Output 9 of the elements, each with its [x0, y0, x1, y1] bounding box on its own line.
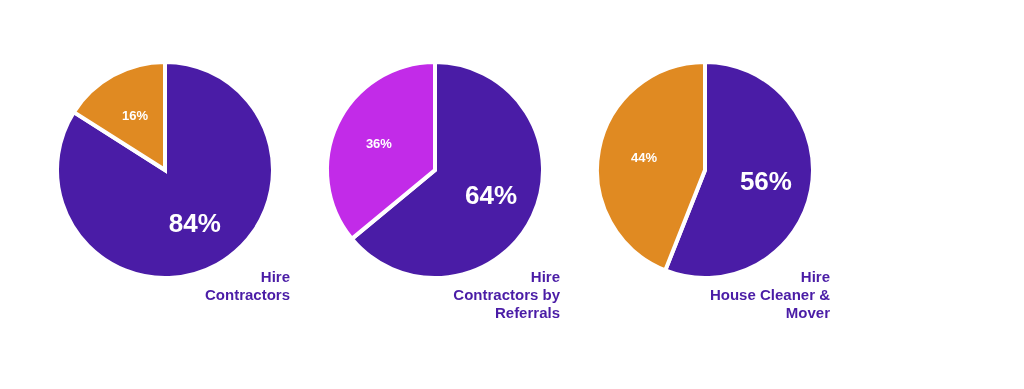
text: Hire Contractors [204, 268, 290, 303]
text: Hire Contractors by Referrals [453, 268, 561, 321]
data-label: 44% [631, 150, 658, 166]
data-label: 84% [168, 208, 221, 239]
data-label: 56% [739, 165, 792, 196]
text: Hire House Cleaner & Mover [709, 268, 831, 321]
data-label: 36% [365, 135, 393, 151]
data-label: 16% [122, 107, 149, 123]
data-label: 64% [465, 180, 518, 211]
